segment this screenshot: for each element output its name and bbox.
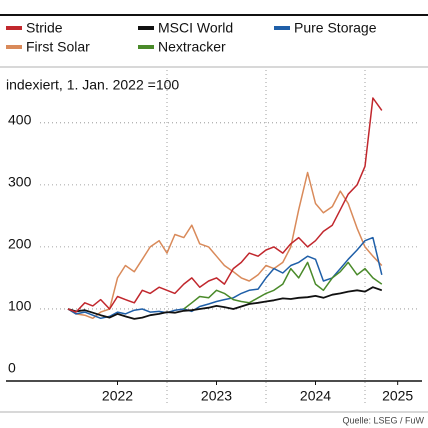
legend-label: MSCI World [158, 20, 233, 36]
series-line [67, 286, 383, 320]
source: Quelle: LSEG / FuW [342, 415, 424, 425]
subtitle: indexiert, 1. Jan. 2022 =100 [6, 77, 179, 93]
legend-label: Stride [26, 20, 63, 36]
legend-label: Nextracker [158, 39, 226, 55]
series-line [67, 236, 383, 320]
series-line [67, 97, 383, 313]
x-tick-label: 2025 [382, 388, 413, 404]
legend-label: First Solar [26, 39, 90, 55]
legend-label: Pure Storage [294, 20, 377, 36]
series-line [183, 261, 383, 310]
y-tick-label: 100 [8, 298, 32, 314]
x-tick-label: 2024 [300, 388, 331, 404]
y-tick-label: 0 [8, 360, 16, 376]
x-tick-label: 2023 [201, 388, 232, 404]
series-line [67, 171, 383, 320]
y-tick-label: 400 [8, 112, 32, 128]
x-tick-label: 2022 [102, 388, 133, 404]
y-tick-label: 200 [8, 236, 32, 252]
y-tick-label: 300 [8, 174, 32, 190]
